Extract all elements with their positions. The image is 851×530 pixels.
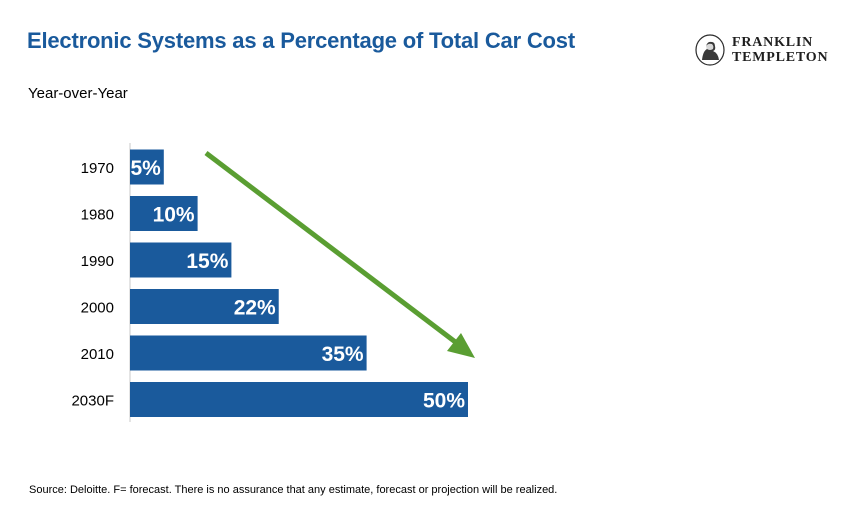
franklin-templeton-logo: FRANKLIN TEMPLETON: [694, 33, 844, 69]
y-tick-label: 2010: [81, 346, 114, 363]
y-tick-label: 2000: [81, 300, 114, 317]
bar: [130, 289, 279, 324]
chart-subtitle: Year-over-Year: [28, 85, 128, 102]
bar-data-label: 10%: [153, 204, 195, 227]
benjamin-franklin-portrait-icon: [695, 34, 725, 66]
chart-title: Electronic Systems as a Percentage of To…: [27, 28, 575, 53]
logo-word-templeton: TEMPLETON: [732, 50, 829, 65]
bar: [130, 196, 198, 231]
bar: [130, 335, 367, 371]
y-tick-label: 1970: [81, 160, 114, 177]
logo-word-franklin: FRANKLIN: [732, 35, 814, 50]
bar-data-label: 5%: [130, 157, 161, 180]
trend-arrow-shaft: [204, 151, 460, 346]
trend-arrow-head: [447, 333, 475, 358]
bar: [130, 149, 164, 185]
bar-data-label: 35%: [322, 343, 364, 366]
source-footnote: Source: Deloitte. F= forecast. There is …: [29, 484, 558, 496]
y-tick-label: 1980: [81, 207, 114, 224]
bar-data-label: 22%: [234, 297, 276, 320]
bar-data-label: 50%: [423, 390, 465, 413]
bar-data-label: 15%: [186, 250, 228, 273]
bar: [130, 242, 232, 278]
y-tick-label: 2030F: [71, 393, 114, 410]
y-tick-label: 1990: [81, 253, 114, 270]
bar: [130, 382, 468, 417]
